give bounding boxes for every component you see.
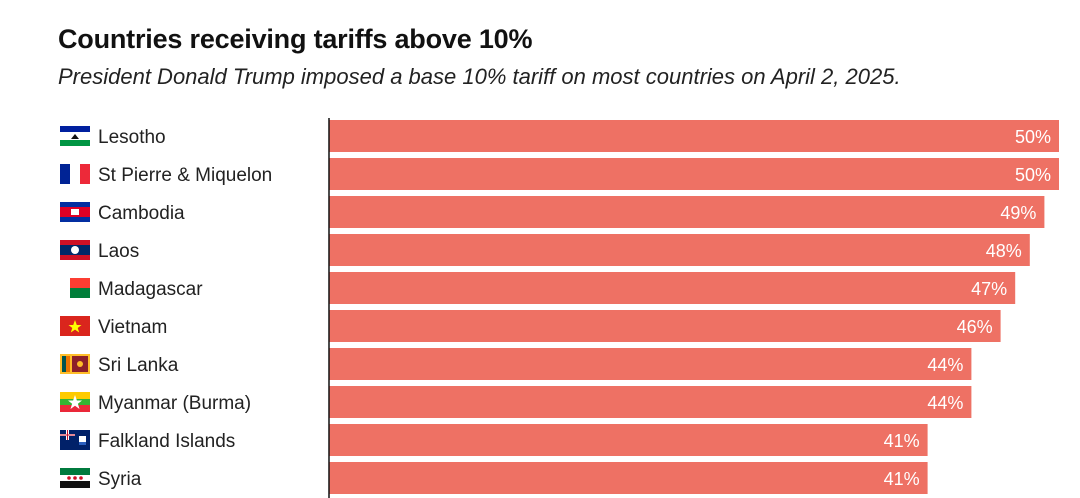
bar-row: Laos 48%: [60, 234, 1030, 266]
bar-row: Sri Lanka 44%: [60, 348, 972, 380]
value-label: 47%: [971, 279, 1007, 299]
bar: [329, 120, 1059, 152]
value-label: 44%: [927, 355, 963, 375]
bar: [329, 462, 928, 494]
category-label: Falkland Islands: [98, 431, 235, 452]
category-label: Myanmar (Burma): [98, 393, 251, 414]
bar-row: Myanmar (Burma) 44%: [60, 386, 972, 418]
bar: [329, 310, 1001, 342]
syria-flag-icon: [60, 468, 90, 488]
value-label: 41%: [884, 431, 920, 451]
bar-row: Syria 41%: [60, 462, 928, 494]
category-label: Vietnam: [98, 317, 167, 338]
myanmar-flag-icon: [60, 392, 90, 412]
category-label: Sri Lanka: [98, 355, 179, 376]
bar-row: St Pierre & Miquelon 50%: [60, 158, 1059, 190]
bar: [329, 158, 1059, 190]
value-label: 49%: [1000, 203, 1036, 223]
bar-row: Vietnam 46%: [60, 310, 1001, 342]
bar: [329, 424, 928, 456]
value-label: 50%: [1015, 165, 1051, 185]
value-label: 44%: [927, 393, 963, 413]
lesotho-flag-icon: [60, 126, 90, 146]
category-label: Lesotho: [98, 127, 166, 148]
value-label: 50%: [1015, 127, 1051, 147]
bar-row: Lesotho 50%: [60, 120, 1059, 152]
category-label: Madagascar: [98, 279, 203, 300]
madagascar-flag-icon: [60, 278, 90, 298]
category-label: St Pierre & Miquelon: [98, 165, 272, 186]
france-flag-icon: [60, 164, 90, 184]
value-label: 48%: [986, 241, 1022, 261]
laos-flag-icon: [60, 240, 90, 260]
chart-title: Countries receiving tariffs above 10%: [58, 24, 533, 54]
category-label: Cambodia: [98, 203, 185, 224]
category-label: Syria: [98, 469, 142, 490]
category-label: Laos: [98, 241, 139, 262]
bar-row: Cambodia 49%: [60, 196, 1045, 228]
bar: [329, 234, 1030, 266]
bar: [329, 386, 972, 418]
vietnam-flag-icon: [60, 316, 90, 336]
bar: [329, 272, 1016, 304]
bar-row: Madagascar 47%: [60, 272, 1016, 304]
value-label: 41%: [884, 469, 920, 489]
value-label: 46%: [957, 317, 993, 337]
falkland-islands-flag-icon: [60, 430, 90, 450]
chart-subtitle: President Donald Trump imposed a base 10…: [58, 64, 901, 89]
bar: [329, 348, 972, 380]
bar-row: Falkland Islands 41%: [60, 424, 928, 456]
sri-lanka-flag-icon: [60, 354, 90, 374]
bar: [329, 196, 1045, 228]
cambodia-flag-icon: [60, 202, 90, 222]
